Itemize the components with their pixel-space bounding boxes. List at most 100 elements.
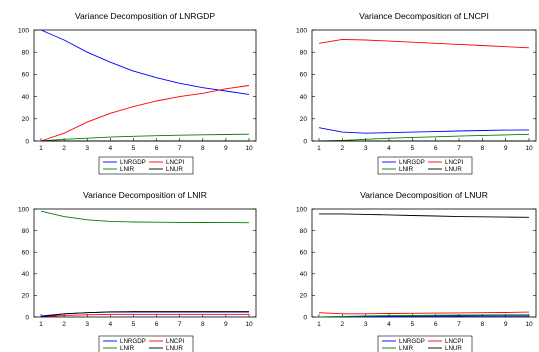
x-tick-label: 8 (480, 321, 484, 328)
y-tick-label: 40 (22, 94, 30, 101)
y-tick-label: 80 (22, 50, 30, 57)
legend: LNRGDP LNCPI LNIR LNUR (377, 335, 473, 352)
legend-box (98, 156, 194, 175)
legend-box (377, 335, 473, 352)
x-tick-label: 8 (480, 145, 484, 152)
chart-title: Variance Decomposition of LNUR (360, 190, 488, 200)
series-line-lncpi (318, 38, 530, 49)
plot-frame (33, 208, 257, 318)
x-tick-label: 2 (62, 145, 66, 152)
chart-panel-2: Variance Decomposition of LNCPI 0 20 40 60 80… (296, 11, 537, 175)
y-tick-label: 100 (296, 206, 307, 213)
y-tick-label: 80 (22, 228, 30, 235)
series-line-lnrgdp (40, 29, 250, 95)
legend: LNRGDP LNCPI LNIR LNUR (98, 156, 194, 175)
x-tick-label: 4 (108, 321, 112, 328)
legend-box (98, 335, 194, 352)
legend-label-lnir: LNIR (120, 345, 135, 352)
y-tick-label: 20 (22, 293, 30, 300)
plot-frame (33, 29, 257, 142)
x-tick-label: 4 (387, 321, 391, 328)
y-tick-label: 60 (22, 72, 30, 79)
y-tick-label: 100 (296, 27, 307, 34)
x-tick-label: 1 (39, 145, 43, 152)
x-tick-label: 10 (245, 321, 253, 328)
legend: LNRGDP LNCPI LNIR LNUR (377, 156, 473, 175)
legend-label-lnir: LNIR (399, 345, 414, 352)
x-tick-label: 9 (224, 145, 228, 152)
x-tick-label: 5 (410, 321, 414, 328)
y-tick-label: 60 (22, 250, 30, 257)
x-tick-label: 9 (504, 321, 508, 328)
x-tick-label: 1 (39, 321, 43, 328)
x-tick-label: 7 (178, 321, 182, 328)
x-tick-label: 6 (434, 321, 438, 328)
x-tick-label: 7 (178, 145, 182, 152)
x-tick-label: 3 (364, 145, 368, 152)
chart-title: Variance Decomposition of LNCPI (359, 11, 489, 21)
series-line-lnir (40, 210, 250, 224)
series-line-lnrgdp (318, 127, 530, 134)
x-tick-label: 9 (504, 145, 508, 152)
chart-title: Variance Decomposition of LNRGDP (75, 11, 216, 21)
y-tick-label: 80 (300, 228, 308, 235)
legend-label-lnir: LNIR (399, 166, 414, 173)
x-tick-label: 3 (364, 321, 368, 328)
x-tick-label: 5 (410, 145, 414, 152)
x-tick-label: 10 (525, 145, 533, 152)
legend-label-lncpi: LNCPI (445, 159, 464, 166)
legend-label-lncpi: LNCPI (166, 159, 185, 166)
y-tick-label: 60 (300, 250, 308, 257)
legend-label-lnur: LNUR (445, 345, 462, 352)
y-tick-label: 0 (303, 314, 307, 321)
legend-label-lnir: LNIR (120, 166, 135, 173)
legend-label-lnrgdp: LNRGDP (120, 338, 146, 345)
x-tick-label: 9 (224, 321, 228, 328)
legend-label-lnur: LNUR (445, 166, 462, 173)
legend-label-lncpi: LNCPI (445, 338, 464, 345)
y-tick-label: 40 (300, 94, 308, 101)
y-tick-label: 20 (22, 116, 30, 123)
x-tick-label: 1 (317, 145, 321, 152)
x-tick-label: 6 (155, 145, 159, 152)
y-tick-label: 40 (300, 271, 308, 278)
x-tick-label: 10 (525, 321, 533, 328)
y-tick-label: 80 (300, 50, 308, 57)
legend: LNRGDP LNCPI LNIR LNUR (98, 335, 194, 352)
y-tick-label: 40 (22, 271, 30, 278)
x-tick-label: 6 (155, 321, 159, 328)
x-tick-label: 7 (457, 321, 461, 328)
chart-panel-1: Variance Decomposition of LNRGDP 0 20 40 60 8… (18, 11, 257, 175)
y-tick-label: 0 (25, 314, 29, 321)
series-line-lnur (319, 213, 530, 218)
legend-label-lnur: LNUR (166, 166, 183, 173)
series-line-lncpi (40, 313, 249, 318)
legend-label-lnrgdp: LNRGDP (399, 159, 425, 166)
x-tick-label: 5 (132, 321, 136, 328)
y-tick-label: 0 (25, 138, 29, 145)
plot-frame (311, 208, 537, 318)
series-line-lncpi (40, 85, 250, 142)
legend-label-lnur: LNUR (166, 345, 183, 352)
x-tick-label: 2 (340, 321, 344, 328)
series-line-lnir (40, 133, 250, 142)
legend-label-lnrgdp: LNRGDP (399, 338, 425, 345)
x-tick-label: 3 (85, 321, 89, 328)
x-tick-label: 6 (434, 145, 438, 152)
x-tick-label: 7 (457, 145, 461, 152)
x-tick-label: 3 (85, 145, 89, 152)
x-tick-label: 4 (387, 145, 391, 152)
y-tick-label: 0 (303, 138, 307, 145)
y-tick-label: 20 (300, 293, 308, 300)
x-tick-label: 4 (108, 145, 112, 152)
series-line-lnir (318, 314, 529, 318)
x-tick-label: 10 (245, 145, 253, 152)
x-tick-label: 8 (201, 321, 205, 328)
y-tick-label: 100 (18, 206, 29, 213)
y-tick-label: 60 (300, 72, 308, 79)
x-tick-label: 2 (62, 321, 66, 328)
legend-label-lncpi: LNCPI (166, 338, 185, 345)
x-tick-label: 8 (201, 145, 205, 152)
series-line-lnur (40, 311, 249, 318)
